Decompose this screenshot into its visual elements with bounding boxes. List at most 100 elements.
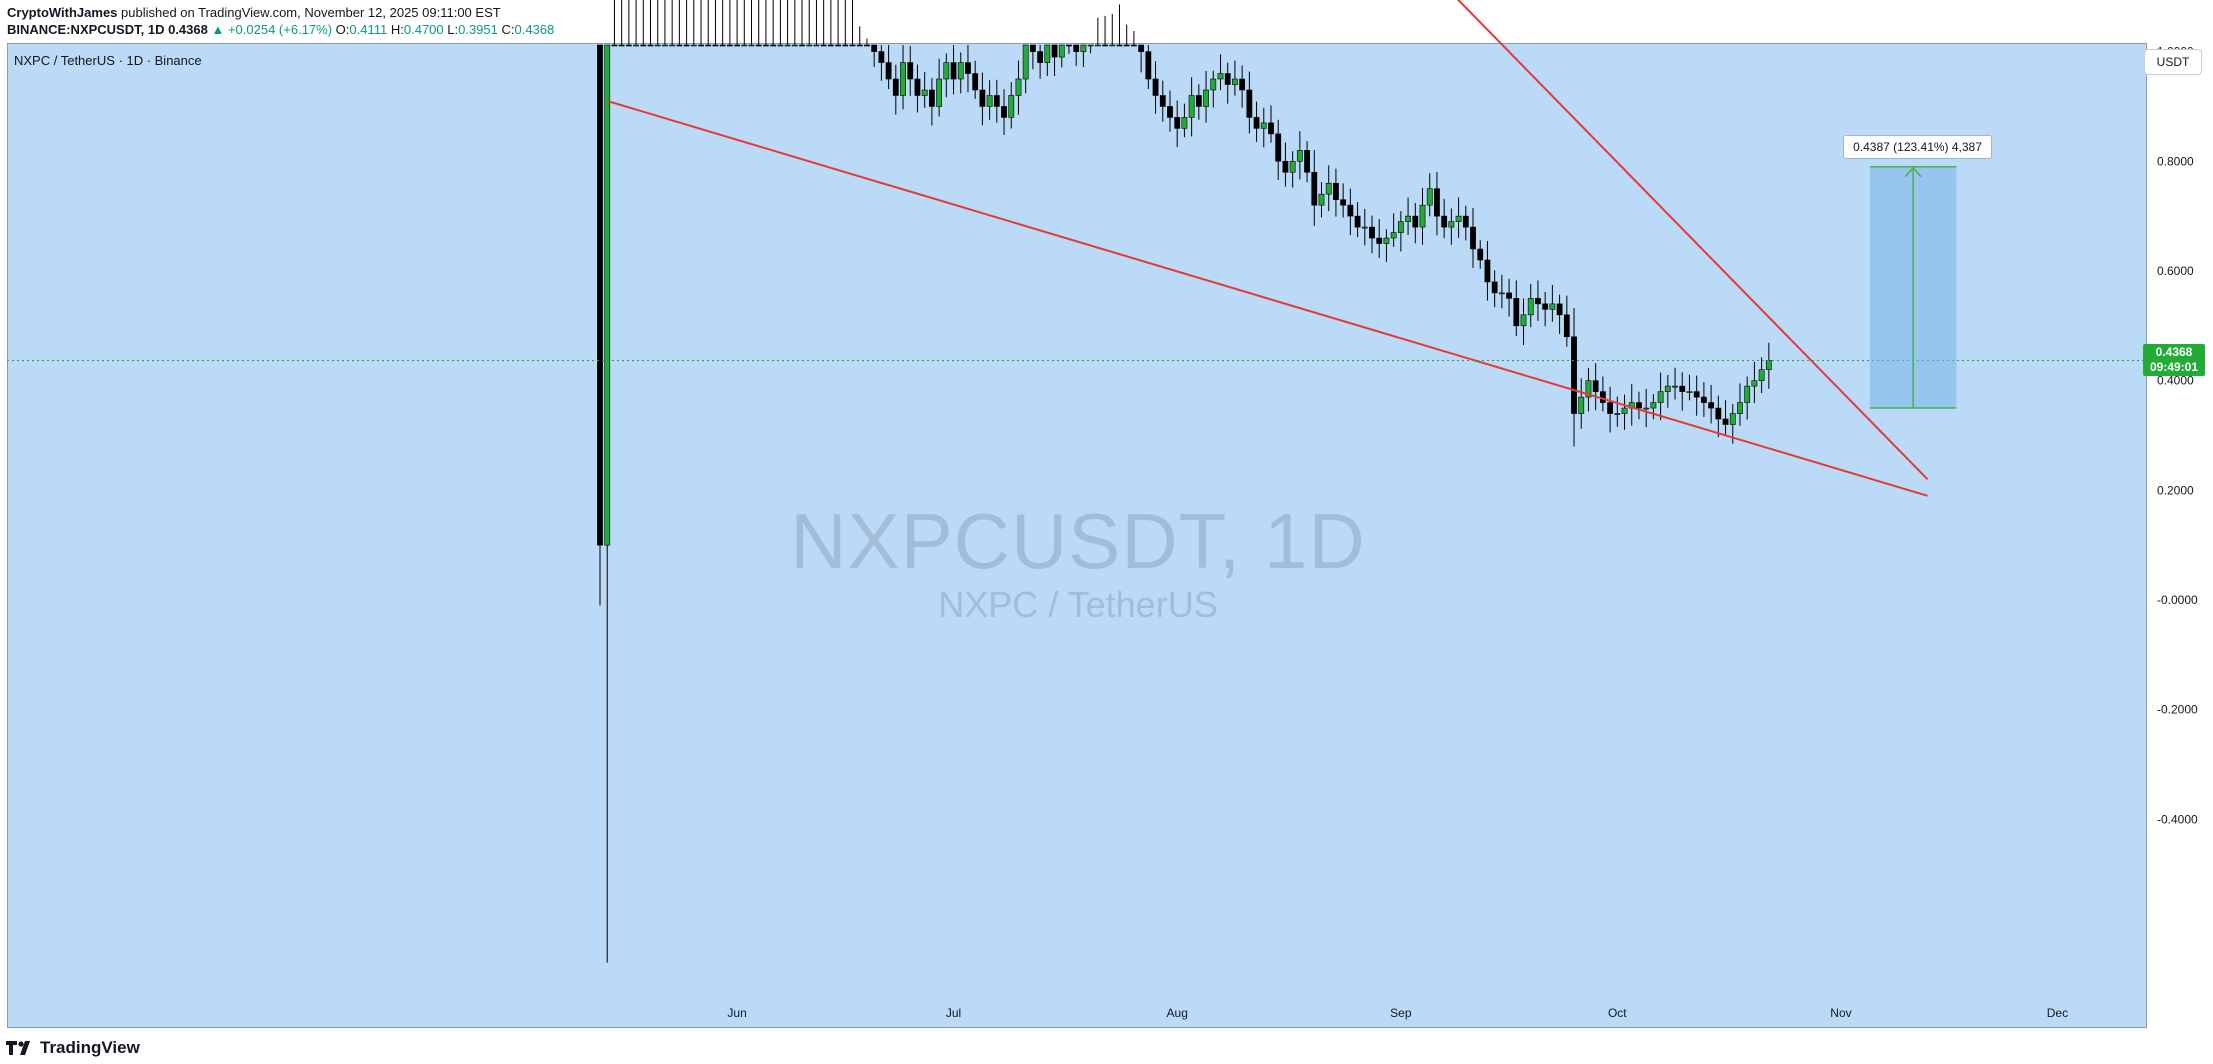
candle-body xyxy=(1621,407,1628,414)
candle xyxy=(654,0,661,47)
candle xyxy=(647,0,654,47)
candle xyxy=(625,0,632,47)
candle xyxy=(1470,207,1476,268)
candle-body xyxy=(1758,369,1765,381)
candle-body xyxy=(1693,391,1700,398)
candle xyxy=(755,0,762,47)
candle xyxy=(1376,219,1383,258)
candle xyxy=(784,0,791,47)
candle-body xyxy=(777,44,784,47)
candle xyxy=(1607,386,1613,433)
candle xyxy=(1708,384,1715,424)
candle xyxy=(1361,208,1368,246)
y-tick-label: 0.6000 xyxy=(2157,264,2194,278)
candle xyxy=(1650,394,1657,420)
candle xyxy=(1664,374,1671,408)
candle xyxy=(1131,31,1137,47)
candle xyxy=(611,0,618,47)
candle xyxy=(928,78,935,126)
candle-body xyxy=(1751,380,1758,387)
candle-body xyxy=(1116,44,1123,47)
candle-body xyxy=(1376,237,1383,244)
candle-body xyxy=(734,44,740,47)
candle-body xyxy=(813,44,820,47)
candle-body xyxy=(719,44,726,47)
candle-body xyxy=(698,44,704,47)
candle-body xyxy=(1152,78,1159,96)
candle-body xyxy=(1289,160,1296,173)
candle-body xyxy=(1232,78,1238,85)
candle-body xyxy=(1246,89,1253,118)
candle xyxy=(1686,374,1693,401)
candle-body xyxy=(726,44,733,47)
currency-button[interactable]: USDT xyxy=(2144,49,2202,75)
candle-body xyxy=(1657,391,1664,403)
candle xyxy=(633,0,639,47)
x-tick-label: Sep xyxy=(1390,1006,1412,1020)
candle-body xyxy=(1397,221,1404,233)
candle xyxy=(1405,197,1411,235)
measure-label: 0.4387 (123.41%) 4,387 xyxy=(1843,134,1992,159)
y-axis-ticks: 2.80002.60002.40002.20002.00001.80001.60… xyxy=(2157,45,2198,827)
candle xyxy=(1556,294,1563,334)
candle-body xyxy=(1347,204,1354,217)
candle xyxy=(1563,295,1570,347)
y-tick-label: 0.2000 xyxy=(2157,483,2194,497)
symbol-name: BINANCE:NXPCUSDT, 1D xyxy=(7,22,165,37)
candle-body xyxy=(1765,360,1772,370)
candle xyxy=(669,0,676,47)
candle-body xyxy=(1607,402,1613,414)
candle-body xyxy=(1311,171,1318,206)
candle xyxy=(1109,13,1116,47)
candle xyxy=(921,71,928,108)
candle xyxy=(1491,270,1498,308)
candle-body xyxy=(784,44,791,47)
candle-body xyxy=(669,44,676,47)
candle xyxy=(950,45,957,95)
candle xyxy=(1094,17,1101,47)
candle xyxy=(597,44,603,606)
candle-body xyxy=(1325,182,1332,195)
candle-body xyxy=(1087,44,1094,47)
candle xyxy=(1412,202,1419,244)
candle xyxy=(1448,208,1455,245)
candle-body xyxy=(965,62,971,74)
price-axis[interactable] xyxy=(2147,43,2213,1028)
candle-body xyxy=(1477,248,1484,261)
candle-body xyxy=(1066,44,1072,47)
candle xyxy=(979,72,986,126)
candle-body xyxy=(1700,396,1707,403)
candle xyxy=(1224,62,1231,104)
candle xyxy=(1700,382,1707,417)
candle-body xyxy=(1094,44,1101,47)
x-tick-label: Oct xyxy=(1608,1006,1627,1020)
candle-body xyxy=(943,62,950,80)
candle xyxy=(676,0,683,47)
candle-body xyxy=(1159,95,1166,107)
candle xyxy=(849,0,856,47)
candle xyxy=(1246,71,1253,134)
candle-body xyxy=(799,44,805,47)
candle-body xyxy=(1679,385,1686,392)
candle xyxy=(1693,375,1700,416)
candle xyxy=(1715,395,1722,438)
tradingview-logo[interactable]: TradingView xyxy=(6,1037,140,1059)
last-price: 0.4368 xyxy=(168,22,208,37)
candle xyxy=(698,0,704,47)
candle-body xyxy=(1470,226,1476,250)
candle xyxy=(712,0,719,47)
watermark-description: NXPC / TetherUS xyxy=(938,584,1218,625)
publisher-name[interactable]: CryptoWithJames xyxy=(7,5,118,20)
candle-body xyxy=(1318,193,1325,206)
candle xyxy=(1333,168,1339,217)
candle xyxy=(1022,44,1029,94)
candle-body xyxy=(705,44,712,47)
current-price-value: 0.4368 xyxy=(2155,345,2193,360)
candle xyxy=(820,0,827,47)
candle xyxy=(1542,291,1549,327)
x-tick-label: Jul xyxy=(946,1006,961,1020)
candle xyxy=(1657,372,1664,421)
chart-plot-area[interactable]: NXPCUSDT, 1D NXPC / TetherUS xyxy=(7,43,2147,1028)
candle-body xyxy=(1549,303,1556,310)
